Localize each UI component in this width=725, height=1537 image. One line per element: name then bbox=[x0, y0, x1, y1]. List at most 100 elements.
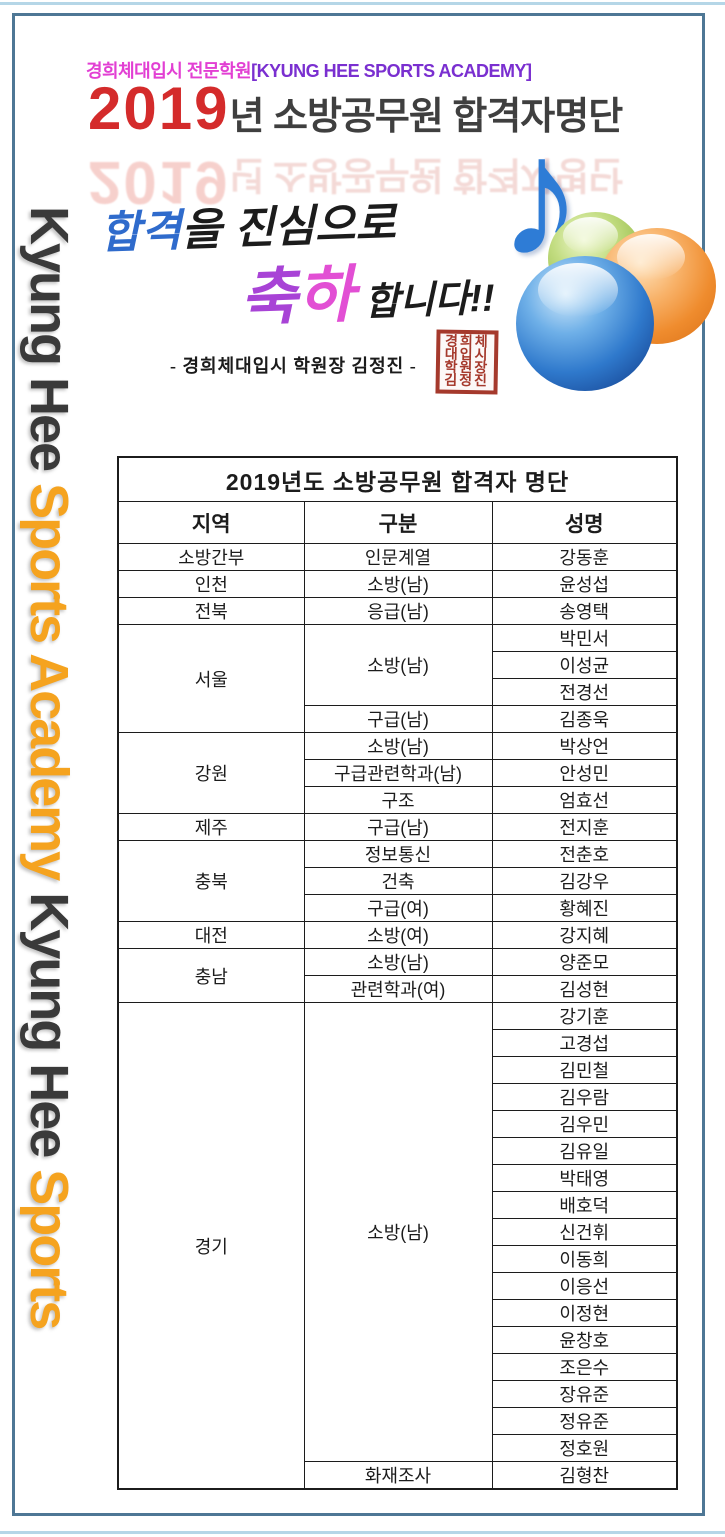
name-cell: 강지혜 bbox=[491, 921, 678, 949]
name-cell: 고경섭 bbox=[491, 1029, 678, 1057]
category-cell: 소방(여) bbox=[303, 921, 493, 949]
name-cell: 박민서 bbox=[491, 624, 678, 652]
category-cell: 구조 bbox=[303, 786, 493, 814]
page-title: 2019 년 소방공무원 합격자명단 bbox=[88, 74, 623, 143]
principal-signature: - 경희체대입시 학원장 김정진 - bbox=[170, 356, 417, 376]
table-row: 배호덕 bbox=[118, 1191, 678, 1219]
name-cell: 윤성섭 bbox=[491, 570, 678, 598]
category-cell: 응급(남) bbox=[303, 597, 493, 625]
side-banner-segment: Kyung Hee bbox=[19, 892, 79, 1170]
name-cell: 박태영 bbox=[491, 1164, 678, 1192]
name-cell: 전경선 bbox=[491, 678, 678, 706]
title-year: 2019 bbox=[88, 75, 230, 142]
name-cell: 양준모 bbox=[491, 948, 678, 976]
table-row: 김유일 bbox=[118, 1137, 678, 1165]
region-cell: 인천 bbox=[117, 570, 305, 598]
table-row: 이응선 bbox=[118, 1272, 678, 1300]
name-cell: 김강우 bbox=[491, 867, 678, 895]
region-cell: 경기 bbox=[117, 1002, 305, 1490]
name-cell: 강동훈 bbox=[491, 543, 678, 571]
region-cell: 충남 bbox=[117, 948, 305, 1003]
name-cell: 송영택 bbox=[491, 597, 678, 625]
side-banner-segment: Kyung Hee bbox=[19, 206, 79, 484]
category-cell: 구급(여) bbox=[303, 894, 493, 922]
category-cell: 구급(남) bbox=[303, 813, 493, 841]
congrats-magenta-text: 하 bbox=[296, 260, 356, 332]
category-cell: 화재조사 bbox=[303, 1461, 493, 1490]
name-cell: 강기훈 bbox=[491, 1002, 678, 1030]
category-cell: 인문계열 bbox=[303, 543, 493, 571]
table-row: 구급(남) 김종욱 bbox=[118, 705, 678, 733]
results-table-section: 2019년도 소방공무원 합격자 명단 지역 구분 성명 소방간부 인문계열 강동훈… bbox=[117, 456, 679, 1490]
table-row: 제주 구급(남) 전지훈 bbox=[117, 813, 678, 841]
table-row: 관련학과(여) 김성현 bbox=[118, 975, 678, 1003]
table-row: 서울 소방(남) 박민서 bbox=[117, 624, 678, 733]
seal-text: 경희체대입시학원장김정진 bbox=[444, 334, 490, 390]
table-row: 화재조사 김형찬 bbox=[118, 1461, 678, 1490]
name-cell: 안성민 bbox=[491, 759, 678, 787]
name-cell: 김형찬 bbox=[491, 1461, 678, 1490]
table-row: 구급(여) 황혜진 bbox=[118, 894, 678, 922]
table-row: 구급관련학과(남) 안성민 bbox=[118, 759, 678, 787]
table-row: 정호원 bbox=[118, 1434, 678, 1462]
category-cell: 구급(남) bbox=[303, 705, 493, 733]
category-cell: 구급관련학과(남) bbox=[303, 759, 493, 787]
table-row: 김우람 bbox=[118, 1083, 678, 1111]
table-row: 강원 소방(남) 박상언 bbox=[117, 732, 678, 814]
name-cell: 장유준 bbox=[491, 1380, 678, 1408]
name-cell: 이정현 bbox=[491, 1299, 678, 1327]
column-header-category: 구분 bbox=[303, 501, 493, 544]
table-row: 충북 정보통신 전춘호 bbox=[117, 840, 678, 922]
category-cell: 건축 bbox=[303, 867, 493, 895]
category-cell: 소방(남) bbox=[303, 570, 493, 598]
category-cell: 소방(남) bbox=[303, 732, 493, 760]
top-border-line bbox=[0, 2, 725, 5]
table-row: 전경선 bbox=[118, 678, 678, 706]
table-row: 인천 소방(남) 윤성섭 bbox=[117, 570, 678, 598]
column-header-region: 지역 bbox=[117, 501, 305, 544]
table-row: 신건휘 bbox=[118, 1218, 678, 1246]
name-cell: 김민철 bbox=[491, 1056, 678, 1084]
table-row: 경기 소방(남) 강기훈 bbox=[117, 1002, 678, 1490]
category-cell: 소방(남) bbox=[303, 1002, 493, 1462]
side-banner: Kyung Hee Sports Academy Kyung Hee Sport… bbox=[19, 206, 79, 1486]
table-title: 2019년도 소방공무원 합격자 명단 bbox=[117, 456, 678, 502]
name-cell: 배호덕 bbox=[491, 1191, 678, 1219]
name-cell: 이동희 bbox=[491, 1245, 678, 1273]
name-cell: 윤창호 bbox=[491, 1326, 678, 1354]
table-row: 전북 응급(남) 송영택 bbox=[117, 597, 678, 625]
congrats-magenta-text: 축 bbox=[239, 262, 299, 334]
region-cell: 소방간부 bbox=[117, 543, 305, 571]
academy-name-line: 경희체대입시 전문학원[KYUNG HEE SPORTS ACADEMY] bbox=[86, 57, 532, 83]
table-row: 구조 엄효선 bbox=[118, 786, 678, 814]
table-row: 이정현 bbox=[118, 1299, 678, 1327]
name-cell: 박상언 bbox=[491, 732, 678, 760]
table-row: 대전 소방(여) 강지혜 bbox=[117, 921, 678, 949]
side-banner-segment: Sports Academy bbox=[19, 483, 79, 893]
name-cell: 김유일 bbox=[491, 1137, 678, 1165]
title-text: 년 소방공무원 합격자명단 bbox=[229, 96, 623, 138]
name-cell: 정유준 bbox=[491, 1407, 678, 1435]
name-cell: 이응선 bbox=[491, 1272, 678, 1300]
region-cell: 제주 bbox=[117, 813, 305, 841]
congrats-ending-text: 합니다!! bbox=[363, 277, 496, 325]
table-row: 충남 소방(남) 양준모 bbox=[117, 948, 678, 1003]
table-title-row: 2019년도 소방공무원 합격자 명단 bbox=[117, 456, 678, 502]
table-row: 소방간부 인문계열 강동훈 bbox=[117, 543, 678, 571]
name-cell: 정호원 bbox=[491, 1434, 678, 1462]
table-row: 윤창호 bbox=[118, 1326, 678, 1354]
congrats-line2: 축 하 합니다!! bbox=[239, 239, 496, 338]
name-cell: 김성현 bbox=[491, 975, 678, 1003]
academy-korean-label: 경희체대입시 전문학원 bbox=[86, 61, 252, 81]
name-cell: 김우람 bbox=[491, 1083, 678, 1111]
name-cell: 전춘호 bbox=[491, 840, 678, 868]
name-cell: 엄효선 bbox=[491, 786, 678, 814]
principal-seal-stamp: 경희체대입시학원장김정진 bbox=[435, 329, 499, 395]
name-cell: 이성균 bbox=[491, 651, 678, 679]
blue-ball-graphic bbox=[516, 256, 654, 391]
category-cell: 관련학과(여) bbox=[303, 975, 493, 1003]
congrats-blue-text: 합격 bbox=[99, 206, 183, 259]
name-cell: 전지훈 bbox=[491, 813, 678, 841]
region-cell: 강원 bbox=[117, 732, 305, 814]
